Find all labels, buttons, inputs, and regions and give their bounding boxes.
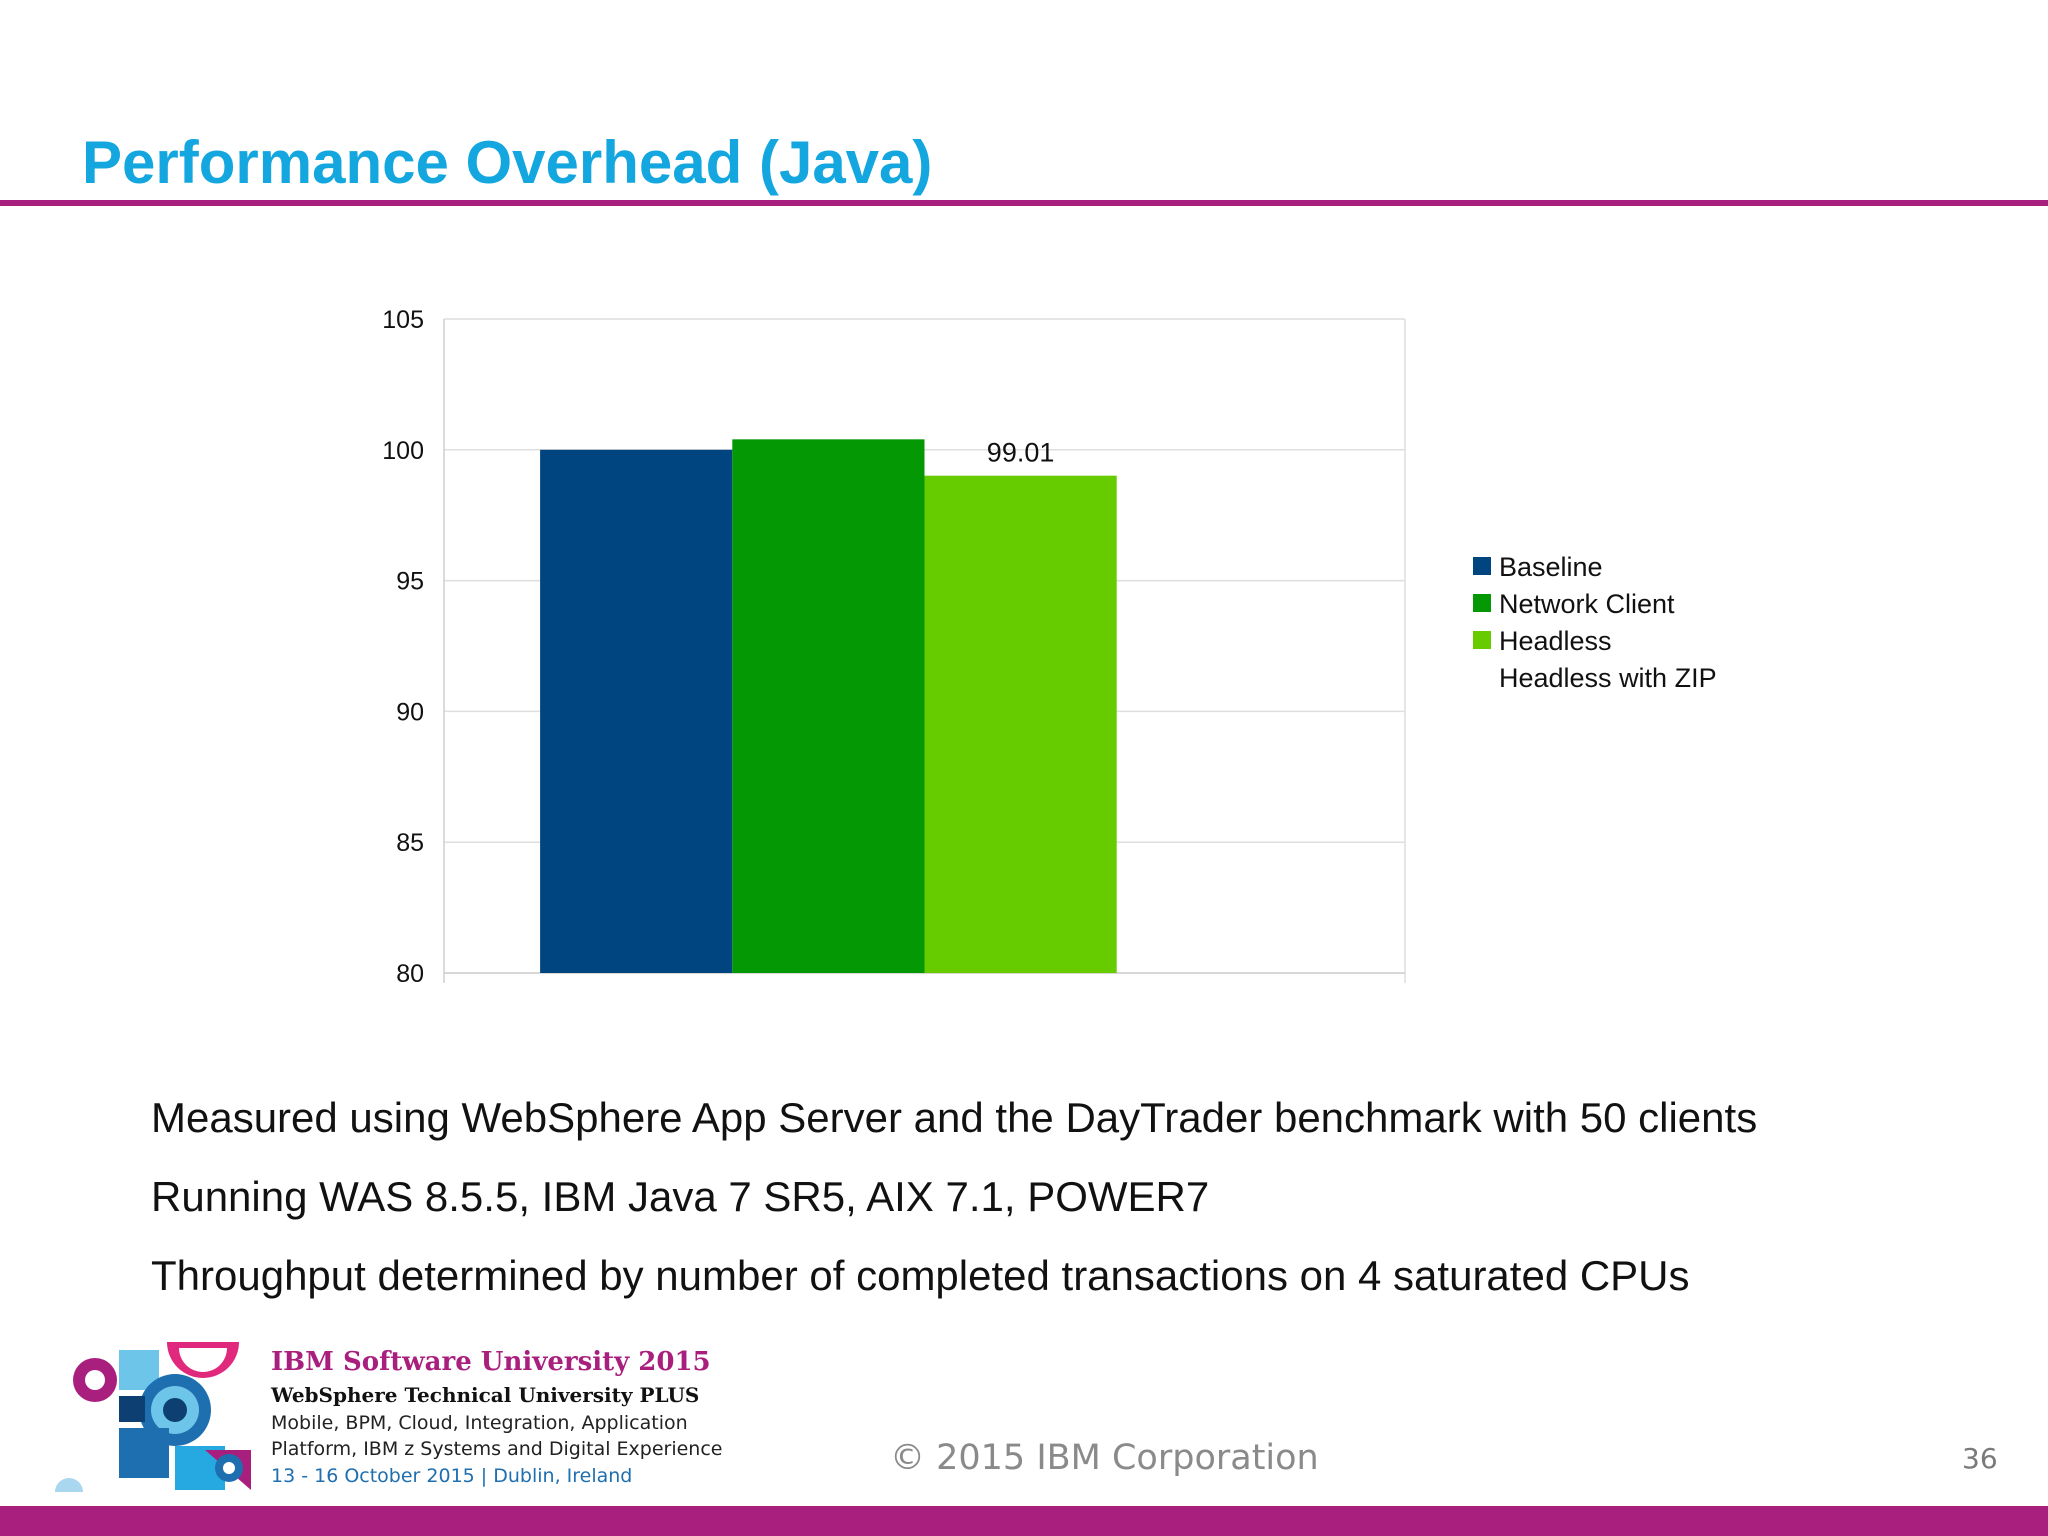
conference-name: IBM Software University 2015 (271, 1347, 711, 1377)
legend-label: Headless (1499, 626, 1612, 656)
bar-baseline (540, 449, 733, 973)
conference-topics-line: Platform, IBM z Systems and Digital Expe… (271, 1438, 723, 1460)
y-tick-label: 105 (382, 306, 424, 334)
conference-logo-icon (55, 1342, 251, 1492)
y-tick-label: 90 (396, 698, 424, 726)
legend-swatch (1473, 594, 1491, 612)
slide-title: Performance Overhead (Java) (82, 129, 933, 196)
bullet-item: Running WAS 8.5.5, IBM Java 7 SR5, AIX 7… (151, 1173, 1210, 1220)
bar-network-client (732, 439, 925, 973)
legend-label: Network Client (1499, 589, 1675, 619)
y-tick-label: 85 (396, 829, 424, 857)
conference-subtitle: WebSphere Technical University PLUS (271, 1383, 700, 1407)
conference-info: IBM Software University 2015 WebSphere T… (271, 1344, 722, 1490)
bar-headless (924, 475, 1117, 973)
y-tick-label: 95 (396, 568, 424, 596)
copyright: © 2015 IBM Corporation (890, 1438, 1319, 1478)
conference-topics-line: Mobile, BPM, Cloud, Integration, Applica… (271, 1412, 688, 1434)
footer-bar (0, 1506, 2048, 1536)
bullet-list: Measured using WebSphere App Server and … (151, 1090, 1757, 1327)
legend-swatch (1473, 557, 1491, 575)
y-tick-label: 100 (382, 437, 424, 465)
page-number: 36 (1962, 1442, 1998, 1475)
bullet-item: Measured using WebSphere App Server and … (151, 1094, 1758, 1141)
y-tick-label: 80 (396, 960, 424, 988)
data-label: 99.01 (987, 438, 1055, 468)
legend-label: Baseline (1499, 552, 1603, 582)
legend-label: Headless with ZIP (1499, 663, 1717, 693)
bullet-item: Throughput determined by number of compl… (151, 1252, 1690, 1299)
legend-swatch (1473, 631, 1491, 649)
conference-date: 13 - 16 October 2015 | Dublin, Ireland (271, 1465, 633, 1487)
title-rule (0, 200, 2048, 206)
